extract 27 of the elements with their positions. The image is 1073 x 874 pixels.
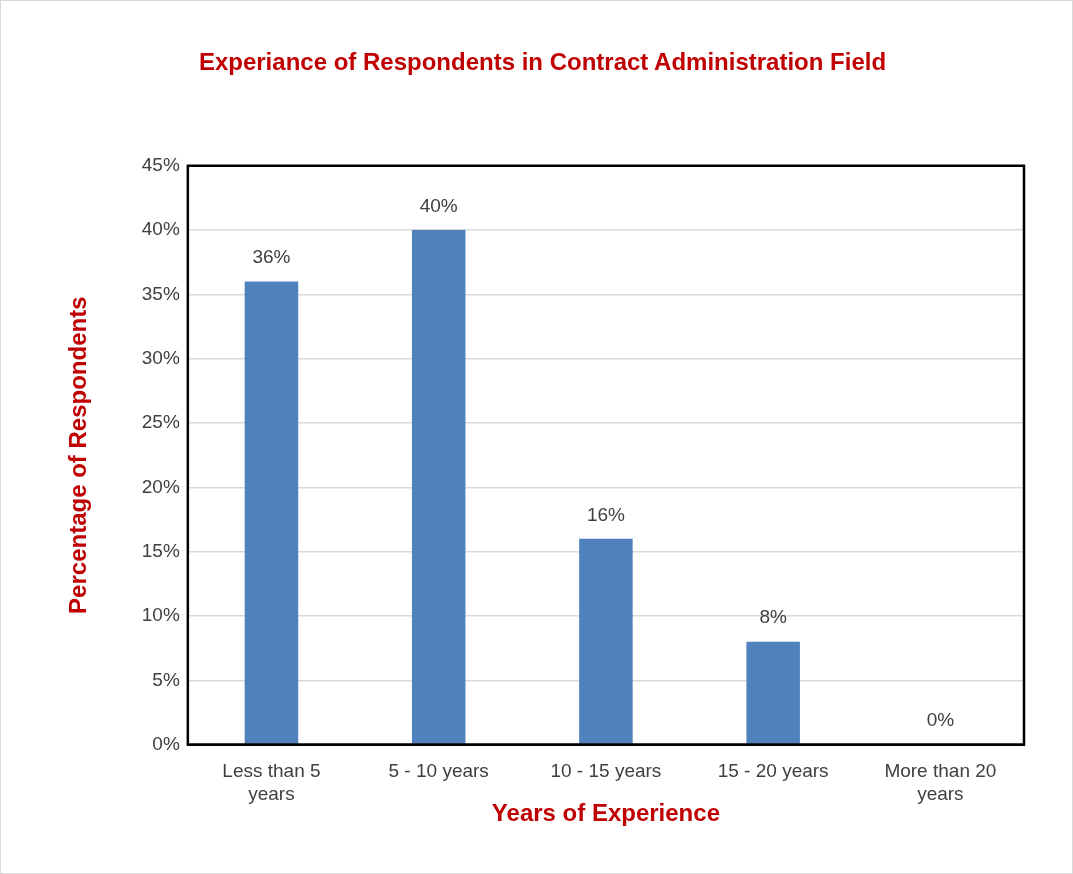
x-tick-label: 10 - 15 years <box>550 760 662 782</box>
y-tick-label: 20% <box>141 475 180 497</box>
x-tick-label: 5 - 10 years <box>388 760 489 782</box>
y-tick-label: 30% <box>141 346 180 368</box>
bar <box>746 641 800 744</box>
y-tick-label: 0% <box>152 732 180 754</box>
x-tick-label: 15 - 20 years <box>717 760 829 782</box>
data-label: 0% <box>926 709 955 731</box>
data-label: 16% <box>586 503 626 525</box>
data-label: 8% <box>759 606 787 628</box>
x-tick-label: Less than 5 years <box>222 760 321 805</box>
y-tick-label: 5% <box>152 668 180 690</box>
bar <box>244 281 299 744</box>
bar <box>579 538 633 744</box>
data-label: 36% <box>252 246 291 268</box>
x-tick-label: More than 20 years <box>884 760 997 805</box>
y-tick-label: 25% <box>141 411 180 433</box>
bar <box>411 230 466 744</box>
y-tick-label: 35% <box>141 282 180 304</box>
y-tick-label: 40% <box>141 218 180 240</box>
y-axis-title: Percentage of Respondents <box>64 296 92 614</box>
y-tick-label: 45% <box>141 154 180 176</box>
chart-title: Experiance of Respondents in Contract Administration Field <box>198 48 887 76</box>
y-tick-label: 10% <box>141 604 180 626</box>
data-label: 40% <box>419 194 458 216</box>
x-axis-title: Years of Experience <box>491 799 720 827</box>
y-tick-label: 15% <box>141 539 180 561</box>
